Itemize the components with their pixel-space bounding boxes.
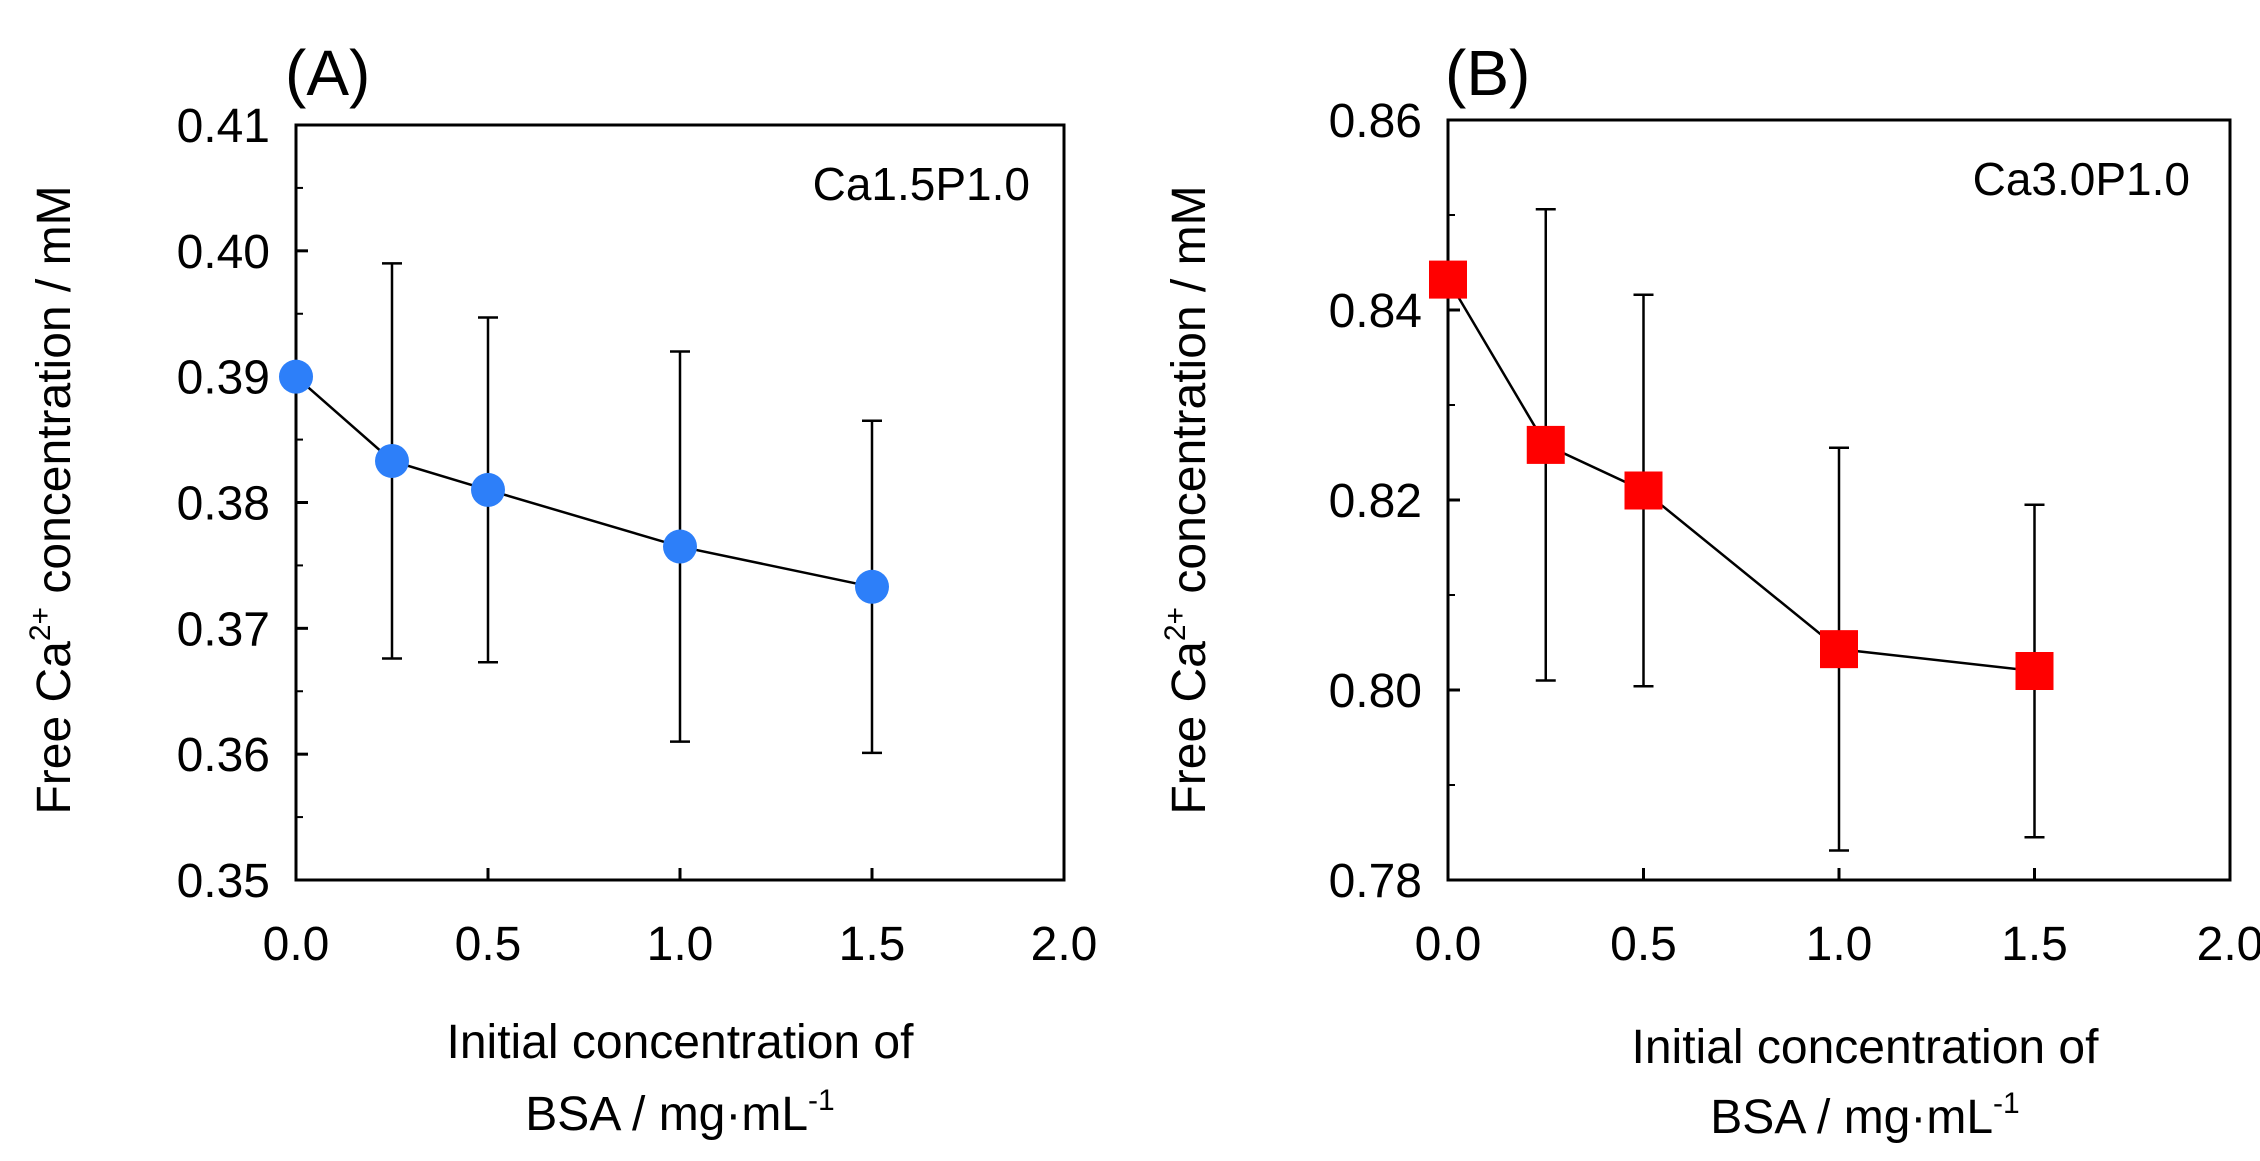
data-point [2015, 652, 2054, 690]
data-point [1429, 260, 1467, 299]
y-tick-label: 0.39 [177, 352, 270, 405]
x-tick-label: 0.5 [455, 918, 522, 971]
y-tick-label: 0.78 [1329, 855, 1422, 908]
x-tick-label: 2.0 [2197, 918, 2260, 971]
x-tick-label: 0.0 [263, 918, 330, 971]
x-tick-label: 1.5 [2001, 918, 2068, 971]
x-tick-label: 1.0 [1806, 918, 1873, 971]
data-point [471, 472, 505, 507]
x-tick-label: 0.5 [1610, 918, 1677, 971]
panel-b: (B) 0.78 0.80 0.82 0.84 0.86 0.0 0.5 1.0 1.5 2.0… [1159, 37, 2260, 1144]
y-tick-label: 0.84 [1329, 285, 1422, 338]
data-point [1820, 630, 1858, 669]
x-axis-title-line1: Initial concentration of [1632, 1021, 2100, 1074]
series-annotation: Ca1.5P1.0 [813, 158, 1030, 210]
y-axis-title-suffix: concentration / mM [28, 185, 81, 607]
y-axis-title: Free Ca2+ concentration / mM [1159, 185, 1216, 814]
x-axis-title-line1: Initial concentration of [447, 1016, 915, 1069]
x-tick-label: 1.0 [647, 918, 714, 971]
panel-label: (B) [1445, 37, 1530, 109]
x-tick-label: 0.0 [1415, 918, 1482, 971]
x-axis-unit: BSA / mg·mL [525, 1088, 808, 1141]
series [279, 262, 889, 755]
series-annotation: Ca3.0P1.0 [1973, 153, 2190, 205]
y-tick-label: 0.40 [177, 226, 270, 279]
data-point [1526, 425, 1565, 464]
x-tick-label: 2.0 [1031, 918, 1098, 971]
y-tick-label: 0.37 [177, 603, 270, 656]
x-axis: 0.0 0.5 1.0 1.5 2.0 [263, 868, 1098, 971]
y-tick-label: 0.38 [177, 478, 270, 531]
y-axis-title-superscript: 2+ [24, 607, 57, 641]
x-axis: 0.0 0.5 1.0 1.5 2.0 [1415, 868, 2260, 971]
y-tick-label: 0.82 [1329, 475, 1422, 528]
y-axis-title-suffix: concentration / mM [1163, 185, 1216, 607]
data-point [855, 569, 889, 604]
panel-label: (A) [285, 37, 370, 109]
x-axis-title-line2: BSA / mg·mL-1 [1710, 1087, 2019, 1144]
series-line [295, 375, 873, 589]
panel-a: (A) 0.35 0.36 0.37 0.38 0.39 0.40 0.41 0.0 0.5 1… [24, 37, 1097, 1141]
y-axis-title-prefix: Free Ca [1163, 641, 1216, 815]
x-axis-unit-superscript: -1 [1993, 1087, 2020, 1120]
y-axis-title-prefix: Free Ca [28, 641, 81, 815]
x-axis-unit-superscript: -1 [808, 1084, 835, 1117]
y-axis: 0.35 0.36 0.37 0.38 0.39 0.40 0.41 [177, 100, 308, 908]
y-axis-title-superscript: 2+ [1159, 607, 1192, 641]
x-tick-label: 1.5 [839, 918, 906, 971]
data-point [375, 443, 409, 478]
x-axis-unit: BSA / mg·mL [1710, 1091, 1993, 1144]
y-tick-label: 0.35 [177, 855, 270, 908]
y-axis-title: Free Ca2+ concentration / mM [24, 185, 81, 814]
y-axis: 0.78 0.80 0.82 0.84 0.86 [1329, 95, 1460, 908]
y-tick-label: 0.41 [177, 100, 270, 153]
data-point [279, 359, 313, 394]
data-point [1624, 471, 1663, 510]
series [1429, 208, 2054, 852]
x-axis-title-line2: BSA / mg·mL-1 [525, 1084, 834, 1141]
y-tick-label: 0.80 [1329, 665, 1422, 718]
data-point [663, 529, 697, 564]
y-tick-label: 0.86 [1329, 95, 1422, 148]
y-tick-label: 0.36 [177, 729, 270, 782]
series-line [1446, 278, 2035, 673]
